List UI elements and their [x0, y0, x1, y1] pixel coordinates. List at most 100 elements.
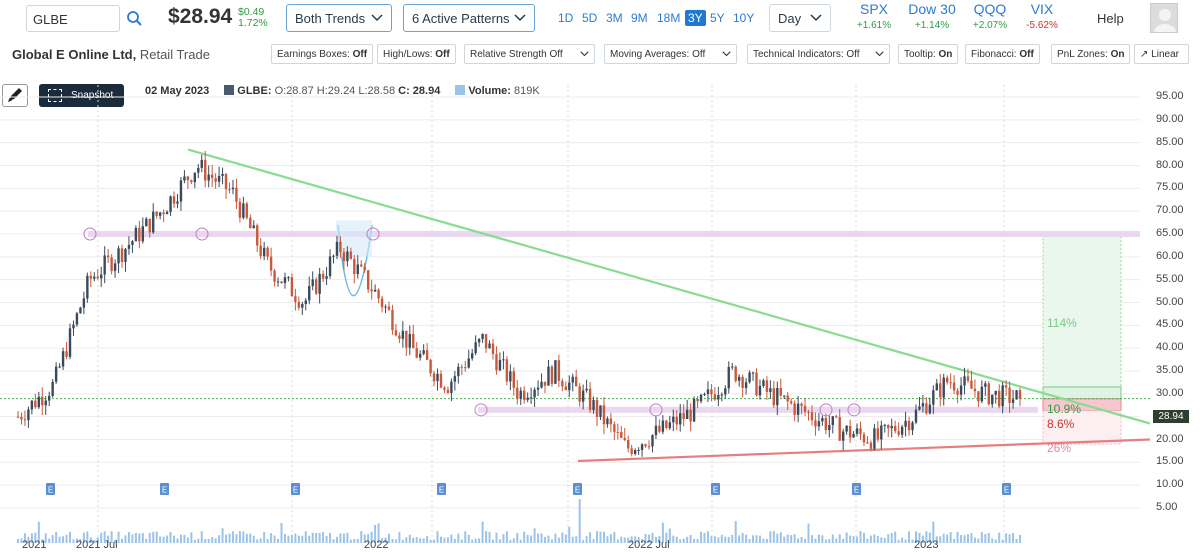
- volume-bar: [384, 537, 387, 543]
- candle-body: [176, 201, 179, 204]
- snapshot-button[interactable]: Snapshot: [39, 84, 124, 107]
- volume-bar: [263, 532, 266, 543]
- volume-bar: [183, 534, 186, 543]
- candle-body: [172, 196, 176, 204]
- volume-bar: [374, 525, 377, 543]
- candle-body: [363, 266, 366, 271]
- volume-bar: [277, 538, 280, 543]
- candle-body: [651, 435, 654, 447]
- candle-body: [27, 409, 30, 421]
- volume-bar: [1019, 534, 1021, 543]
- toggle-value: Off: [352, 49, 368, 60]
- trends-dropdown[interactable]: Both Trends: [286, 4, 392, 32]
- index-name: SPX: [859, 1, 888, 17]
- volume-bar: [703, 532, 706, 543]
- volume-bar: [55, 531, 58, 543]
- toggle-tooltip[interactable]: Tooltip: On: [898, 44, 959, 64]
- toggle-high-lows[interactable]: High/Lows: Off: [377, 44, 456, 64]
- candle-body: [675, 416, 678, 425]
- volume-bar: [114, 539, 117, 543]
- interval-dropdown[interactable]: Day: [769, 4, 831, 32]
- volume-bar: [464, 531, 467, 543]
- volume-bar: [103, 531, 106, 543]
- candle-body: [415, 348, 418, 358]
- volume-bar: [984, 534, 987, 543]
- candle-body: [911, 422, 914, 431]
- avatar[interactable]: [1150, 3, 1178, 33]
- candle-body: [273, 270, 276, 282]
- volume-bar: [439, 536, 442, 543]
- timeframe-10y[interactable]: 10Y: [733, 11, 755, 25]
- volume-bar: [1012, 532, 1015, 543]
- candle-body: [630, 448, 633, 454]
- candle-body: [807, 411, 810, 413]
- patterns-dropdown[interactable]: 6 Active Patterns: [403, 4, 535, 32]
- candle-body: [786, 395, 789, 402]
- candle-body: [647, 446, 651, 448]
- index-spx[interactable]: SPX +1.61%: [852, 1, 896, 31]
- volume-bar: [460, 539, 463, 543]
- candle-body: [523, 390, 526, 400]
- candle-body: [61, 351, 65, 367]
- candle-body: [561, 380, 564, 387]
- volume-bar: [571, 536, 574, 543]
- toggle-relative-strength[interactable]: Relative Strength Off: [464, 44, 595, 64]
- search-icon[interactable]: [124, 8, 146, 30]
- volume-bar: [27, 536, 30, 543]
- toggle-pnl-zones[interactable]: PnL Zones: On: [1051, 44, 1131, 64]
- earnings-marker-label: E: [439, 486, 444, 495]
- candle-body: [758, 385, 762, 396]
- volume-bar: [519, 539, 522, 543]
- volume-bar: [706, 531, 709, 543]
- company-name-text: Global E Online Ltd,: [12, 47, 137, 62]
- toggle-fibonacci[interactable]: Fibonacci: Off: [965, 44, 1040, 64]
- candle-body: [543, 381, 547, 386]
- y-tick-label: 10.00: [1156, 478, 1184, 491]
- volume-bar: [980, 532, 983, 543]
- timeframe-1d[interactable]: 1D: [558, 11, 574, 25]
- volume-bar: [557, 537, 560, 543]
- candle-body: [100, 274, 103, 279]
- toggle-linear[interactable]: ↗ Linear: [1134, 44, 1189, 64]
- timeframe-18m[interactable]: 18M: [657, 11, 681, 25]
- candle-body: [72, 324, 75, 329]
- candle-body: [436, 373, 439, 382]
- volume-bar: [544, 536, 547, 543]
- timeframe-5y[interactable]: 5Y: [710, 11, 725, 25]
- timeframe-5d[interactable]: 5D: [582, 11, 598, 25]
- timeframe-9m[interactable]: 9M: [631, 11, 648, 25]
- volume-bar: [290, 534, 293, 543]
- volume-bar: [294, 533, 297, 543]
- timeframe-3y[interactable]: 3Y: [685, 10, 706, 26]
- volume-bar: [720, 534, 723, 543]
- pencil-button[interactable]: [2, 84, 28, 107]
- volume-bar: [911, 539, 914, 543]
- toggle-technical-indicators[interactable]: Technical Indicators: Off: [747, 44, 890, 64]
- volume-bar: [280, 522, 283, 543]
- volume-bar: [568, 526, 571, 543]
- candle-body: [235, 187, 238, 202]
- candle-body: [356, 264, 359, 275]
- toggle-value: Off: [435, 49, 450, 60]
- volume-bar: [630, 536, 633, 543]
- earnings-marker-label: E: [293, 486, 298, 495]
- volume-bar: [436, 531, 439, 543]
- index-qqq[interactable]: QQQ +2.07%: [968, 1, 1012, 31]
- volume-bar: [977, 538, 980, 543]
- volume-bar: [693, 538, 696, 543]
- toggle-moving-averages[interactable]: Moving Averages: Off: [604, 44, 737, 64]
- index-vix[interactable]: VIX -5.62%: [1020, 1, 1064, 31]
- volume-bar: [287, 535, 290, 543]
- index-dow30[interactable]: Dow 30 +1.14%: [906, 1, 958, 31]
- volume-bar: [661, 522, 664, 543]
- ticker-search-input[interactable]: GLBE: [26, 5, 120, 32]
- timeframe-3m[interactable]: 3M: [606, 11, 623, 25]
- volume-bar: [478, 538, 481, 543]
- help-link[interactable]: Help: [1097, 11, 1124, 26]
- volume-bar: [207, 538, 210, 543]
- volume-bar: [405, 537, 408, 543]
- toggle-earnings-boxes[interactable]: Earnings Boxes: Off: [271, 44, 374, 64]
- candle-body: [963, 376, 966, 386]
- volume-bar: [197, 538, 200, 543]
